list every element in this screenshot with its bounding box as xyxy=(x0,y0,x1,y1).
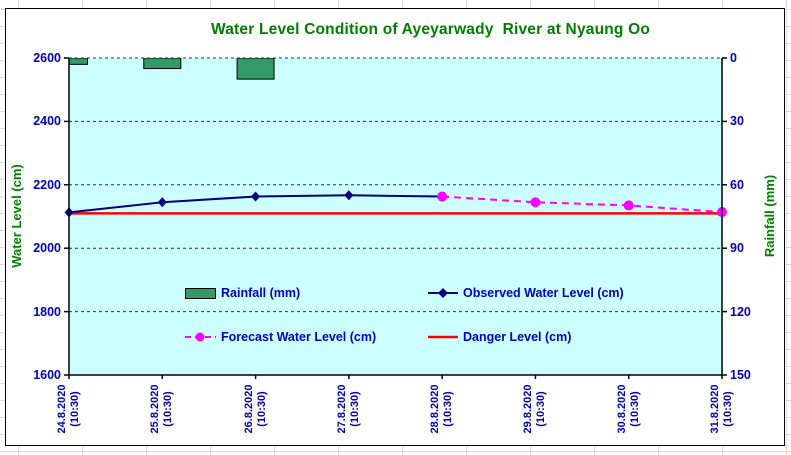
x-axis-tick-label: 31.8.2020 (10:30) xyxy=(709,384,734,434)
x-axis-tick-label: 25.8.2020 (10:30) xyxy=(149,384,175,434)
right-axis-tick-label: 0 xyxy=(730,51,737,65)
left-axis-title: Water Level (cm) xyxy=(9,164,24,268)
left-axis-tick-label: 1600 xyxy=(33,368,61,382)
left-axis-tick-label: 2600 xyxy=(33,51,61,65)
legend-item-danger[interactable]: Danger Level (cm) xyxy=(428,330,571,344)
legend-item-forecast[interactable]: Forecast Water Level (cm) xyxy=(185,330,376,344)
rainfall-bar-swatch-icon xyxy=(185,287,216,299)
x-axis-tick-label: 29.8.2020 (10:30) xyxy=(522,384,548,434)
legend-item-observed[interactable]: Observed Water Level (cm) xyxy=(428,286,624,300)
chart-object[interactable] xyxy=(5,8,785,446)
observed-line-swatch-icon xyxy=(428,288,458,298)
right-axis-title: Rainfall (mm) xyxy=(762,174,777,258)
legend-item-rainfall[interactable]: Rainfall (mm) xyxy=(185,286,300,300)
legend-label-danger: Danger Level (cm) xyxy=(463,330,572,344)
right-axis-tick-label: 90 xyxy=(730,241,744,256)
right-axis-tick-label: 150 xyxy=(730,368,751,382)
left-axis-tick-label: 2000 xyxy=(33,241,61,256)
x-axis-tick-label: 30.8.2020 (10:30) xyxy=(615,384,641,434)
forecast-line-swatch-icon xyxy=(185,332,216,342)
x-axis-tick-label: 24.8.2020 (10:30) xyxy=(56,384,81,434)
x-axis-tick-label: 28.8.2020 (10:30) xyxy=(429,384,455,434)
right-axis-tick-label: 30 xyxy=(730,114,744,129)
legend-label-observed: Observed Water Level (cm) xyxy=(463,286,624,300)
danger-line-swatch-icon xyxy=(428,335,458,339)
x-axis-tick-label: 27.8.2020 (10:30) xyxy=(335,384,361,434)
x-axis-tick-label: 26.8.2020 (10:30) xyxy=(242,384,268,434)
left-axis-tick-label: 1800 xyxy=(33,304,61,319)
right-axis-tick-label: 120 xyxy=(730,304,751,319)
left-axis-tick-label: 2400 xyxy=(33,114,61,129)
right-axis-tick-label: 60 xyxy=(730,177,744,192)
chart-title[interactable]: Water Level Condition of Ayeyarwady Rive… xyxy=(210,21,651,38)
legend-label-forecast: Forecast Water Level (cm) xyxy=(221,330,377,344)
left-axis-tick-label: 2200 xyxy=(33,177,61,192)
legend-label-rainfall: Rainfall (mm) xyxy=(221,286,301,300)
